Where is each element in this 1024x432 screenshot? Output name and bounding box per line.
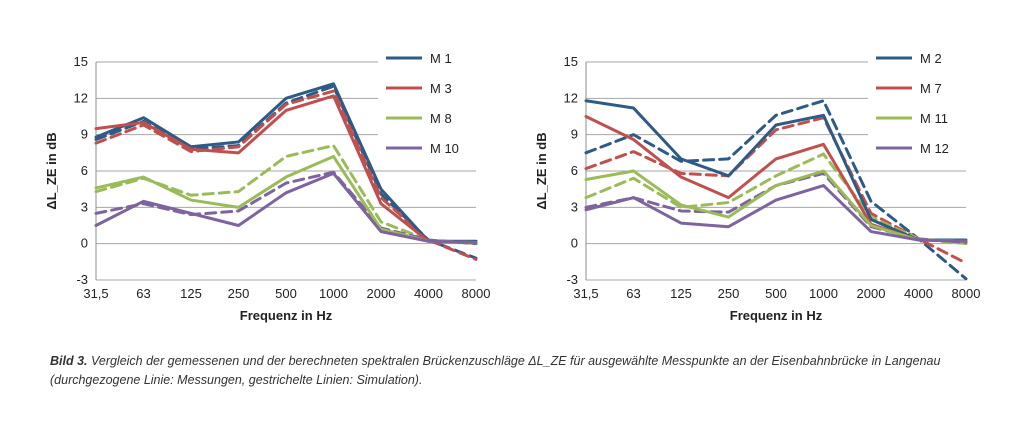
chart2-xtick-label: 1000 [809,286,838,301]
chart1-ytick-label: 3 [81,199,88,214]
chart1-legend-label: M 8 [430,111,452,126]
caption-lead: Bild 3. [50,354,88,368]
chart2-xtick-label: 125 [670,286,692,301]
chart1-xtick-label: 500 [275,286,297,301]
chart2-legend-label: M 12 [920,141,949,156]
chart2-ytick-label: 0 [571,236,578,251]
chart1-x-axis-title: Frequenz in Hz [240,308,333,323]
chart2-legend-label: M 11 [920,111,948,126]
chart2-legend-label: M 2 [920,51,942,66]
chart1-series-m3-measurement-line [94,94,478,244]
figure-caption: Bild 3. Vergleich der gemessenen und der… [50,352,980,390]
chart2-legend-label: M 7 [920,81,942,96]
chart1-ytick-label: 0 [81,236,88,251]
chart1-legend-label: M 1 [430,51,452,66]
chart1-xtick-label: 63 [136,286,150,301]
chart2-xtick-label: 63 [626,286,640,301]
chart1-xtick-label: 1000 [319,286,348,301]
chart-left: -3 0 3 6 9 12 15 31,5 63 125 250 500 1000 2000 4000 800… [44,44,490,323]
chart2-series-m2-simulation-line [584,99,968,281]
chart2-xtick-label: 2000 [857,286,886,301]
chart1-ytick-label: 6 [81,163,88,178]
chart2-ytick-label: 3 [571,199,578,214]
chart2-ytick-label: 9 [571,127,578,142]
chart1-ytick-label: -3 [76,272,88,287]
chart1-xtick-label: 4000 [414,286,443,301]
chart2-xtick-label: 4000 [904,286,933,301]
chart2-series-m2-measurement-line [584,99,968,242]
chart2-xtick-label: 500 [765,286,787,301]
caption-text: Vergleich der gemessenen und der berechn… [50,354,941,387]
chart1-xtick-label: 2000 [367,286,396,301]
chart1-legend-label: M 3 [430,81,452,96]
chart1-xtick-label: 31,5 [83,286,108,301]
chart1-xtick-label: 125 [180,286,202,301]
chart-right: -3 0 3 6 9 12 15 31,5 63 125 250 500 1000 2000 4000 800… [534,44,980,323]
chart1-ytick-label: 12 [74,90,88,105]
chart2-xtick-label: 8000 [952,286,980,301]
chart1-series-m1-measurement-line [94,82,478,243]
chart1-y-axis-title: ΔL_ZE in dB [44,132,59,209]
chart1-xtick-label: 8000 [462,286,490,301]
chart1-ytick-label: 15 [74,54,88,69]
chart2-ytick-label: 12 [564,90,578,105]
chart2-x-axis-title: Frequenz in Hz [730,308,823,323]
chart1-legend-label: M 10 [430,141,459,156]
chart1-series-m10-measurement-line [94,171,478,244]
chart2-ytick-label: -3 [566,272,578,287]
chart2-ytick-label: 6 [571,163,578,178]
chart1-ytick-label: 9 [81,127,88,142]
chart2-series-m12-measurement-line [584,184,968,243]
chart2-y-axis-title: ΔL_ZE in dB [534,132,549,209]
chart1-xtick-label: 250 [228,286,250,301]
chart2-ytick-label: 15 [564,54,578,69]
chart2-series-m11-measurement-line [584,169,968,243]
chart2-xtick-label: 31,5 [573,286,598,301]
chart2-xtick-label: 250 [718,286,740,301]
